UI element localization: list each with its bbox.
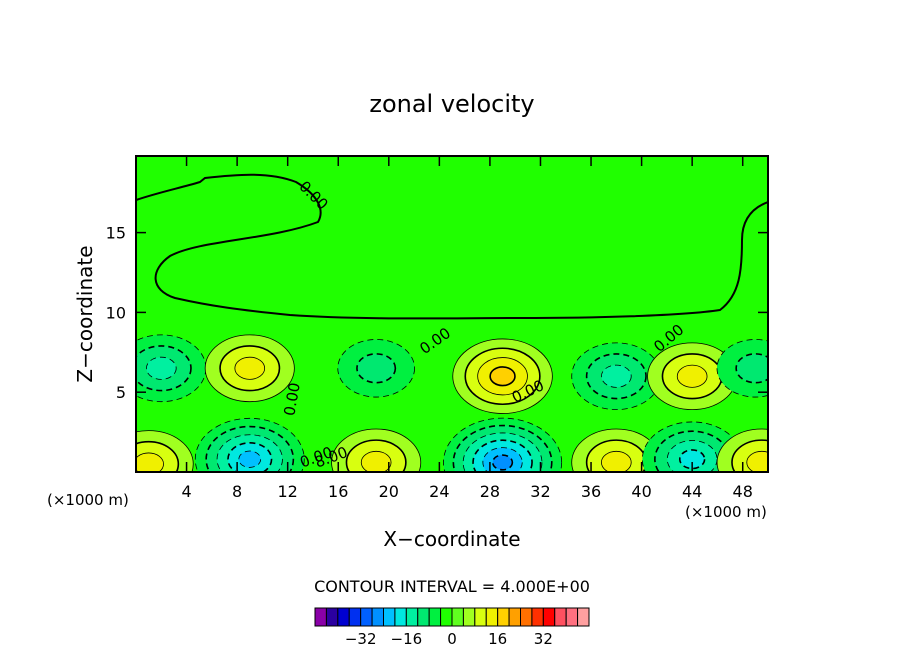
contour-band xyxy=(360,450,392,472)
x-tick-label: 36 xyxy=(581,482,601,501)
x-unit-left: (×1000 m) xyxy=(47,491,129,509)
x-tick-label: 32 xyxy=(530,482,550,501)
contour-band xyxy=(491,454,514,471)
colorbar-swatch xyxy=(371,607,384,627)
x-tick-label: 24 xyxy=(429,482,449,501)
field-feature xyxy=(443,417,563,472)
contour-interval-text: CONTOUR INTERVAL = 4.000E+00 xyxy=(314,577,590,596)
colorbar-swatch xyxy=(428,607,442,627)
colorbar: −32 −16 0 16 32 xyxy=(314,607,590,648)
contour-band xyxy=(136,452,164,472)
x-tick-label: 12 xyxy=(278,482,298,501)
field-feature xyxy=(571,342,662,411)
colorbar-tick-label: 0 xyxy=(447,630,457,648)
x-unit-right: (×1000 m) xyxy=(685,503,767,521)
y-axis-label: Z−coordinate xyxy=(73,245,97,382)
contour-band xyxy=(735,353,768,384)
colorbar-swatch xyxy=(565,607,579,627)
colorbar-swatch xyxy=(417,607,430,627)
field-feature xyxy=(136,334,207,403)
colorbar-swatch xyxy=(531,607,544,627)
colorbar-swatch xyxy=(337,607,350,627)
y-tick-label: 15 xyxy=(106,224,126,243)
field-feature xyxy=(452,338,553,414)
colorbar-swatch xyxy=(394,607,407,627)
colorbar-swatch xyxy=(474,607,487,627)
contour-band xyxy=(746,450,768,472)
y-tick-label: 5 xyxy=(116,383,126,402)
field-feature xyxy=(716,428,768,472)
field-feature xyxy=(571,428,662,472)
colorbar-swatch xyxy=(383,607,396,627)
field-feature xyxy=(194,417,305,472)
colorbar-swatch xyxy=(577,607,590,627)
field-feature xyxy=(204,334,295,403)
field-feature xyxy=(716,339,768,398)
colorbar-tick-label: 32 xyxy=(534,630,553,648)
x-tick-label: 48 xyxy=(733,482,753,501)
colorbar-swatch xyxy=(542,607,556,627)
colorbar-swatch xyxy=(348,607,362,627)
contour-band xyxy=(145,356,177,380)
colorbar-swatch xyxy=(485,607,499,627)
colorbar-swatch xyxy=(325,607,339,627)
contour-band xyxy=(678,449,706,470)
colorbar-swatch xyxy=(462,607,476,627)
colorbar-swatch xyxy=(520,607,533,627)
x-tick-label: 40 xyxy=(631,482,651,501)
contour-band xyxy=(601,364,632,388)
x-tick-label: 20 xyxy=(379,482,399,501)
x-tick-label: 44 xyxy=(682,482,702,501)
x-tick-label: 4 xyxy=(181,482,191,501)
contour-band xyxy=(356,353,397,384)
x-tick-label: 8 xyxy=(232,482,242,501)
colorbar-swatch xyxy=(554,607,567,627)
colorbar-tick-label: −32 xyxy=(345,630,377,648)
field-feature xyxy=(331,428,422,472)
plot-frame xyxy=(135,155,769,473)
zero-contour-upper xyxy=(136,173,768,320)
colorbar-swatch xyxy=(508,607,521,627)
contour-band xyxy=(676,364,708,388)
x-tick-label: 28 xyxy=(480,482,500,501)
y-tick-label: 10 xyxy=(106,303,126,322)
colorbar-swatch xyxy=(314,607,327,627)
colorbar-swatch xyxy=(405,607,419,627)
x-tick-label: 16 xyxy=(328,482,348,501)
colorbar-swatch xyxy=(440,607,453,627)
colorbar-tick-label: −16 xyxy=(391,630,423,648)
plot-area: 0.000.000.000.00 0.000.008.00 xyxy=(136,156,768,472)
contour-band xyxy=(234,356,266,380)
colorbar-swatch xyxy=(451,607,464,627)
field-feature xyxy=(136,430,194,472)
colorbar-swatch xyxy=(360,607,373,627)
contour-label: 0.00 xyxy=(280,381,304,417)
chart-title: zonal velocity xyxy=(369,90,534,118)
colorbar-tick-label: 16 xyxy=(488,630,507,648)
contour-band xyxy=(238,450,262,468)
contour-band xyxy=(489,366,516,387)
field-feature xyxy=(647,342,738,411)
field-feature xyxy=(337,339,415,398)
x-axis-label: X−coordinate xyxy=(383,527,520,551)
colorbar-swatch xyxy=(497,607,510,627)
contour-band xyxy=(601,450,632,472)
